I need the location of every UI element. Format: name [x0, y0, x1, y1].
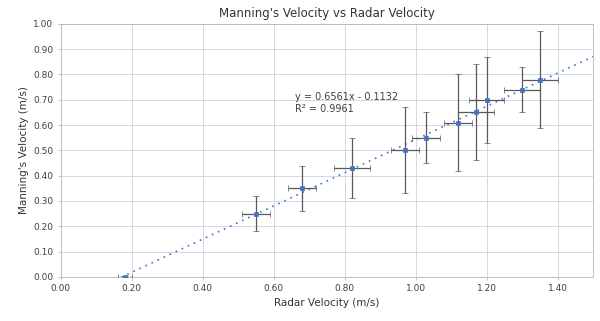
- Title: Manning's Velocity vs Radar Velocity: Manning's Velocity vs Radar Velocity: [219, 7, 435, 20]
- Y-axis label: Manning's Velocity (m/s): Manning's Velocity (m/s): [19, 86, 29, 214]
- X-axis label: Radar Velocity (m/s): Radar Velocity (m/s): [274, 298, 380, 308]
- Text: y = 0.6561x - 0.1132
R² = 0.9961: y = 0.6561x - 0.1132 R² = 0.9961: [295, 92, 398, 114]
